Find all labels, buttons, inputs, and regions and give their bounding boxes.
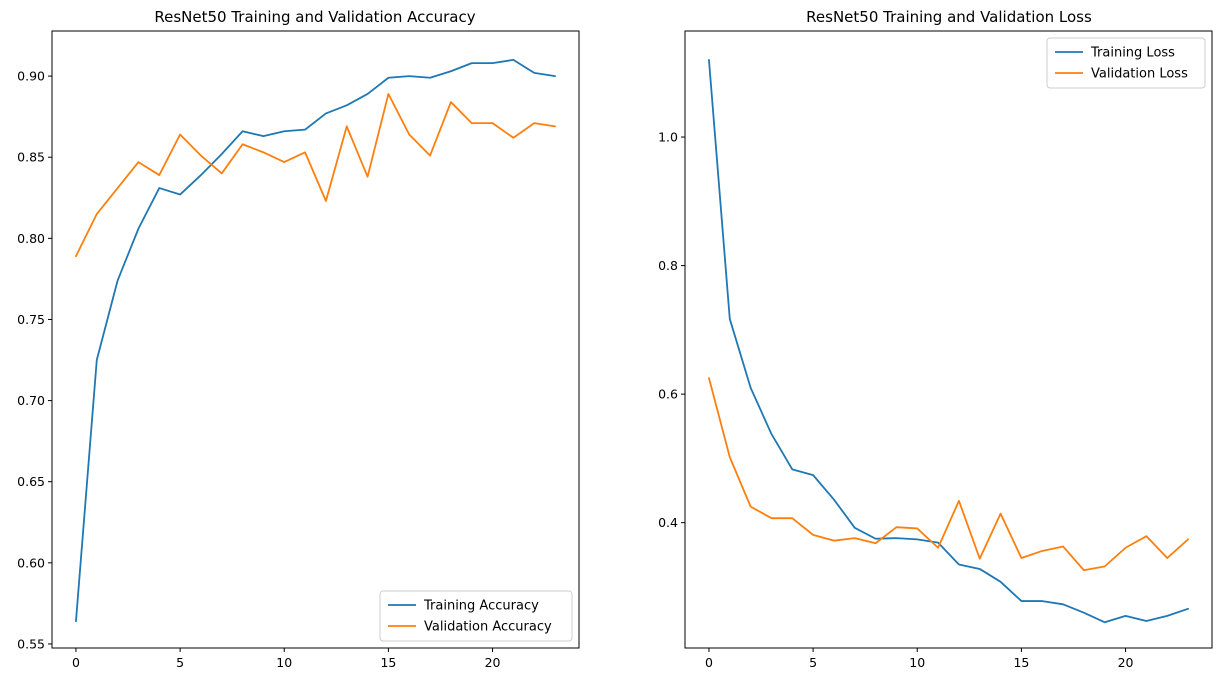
accuracy-x-tick-label: 10 (276, 655, 292, 670)
loss-chart: ResNet50 Training and Validation Loss 0 5… (658, 8, 1213, 670)
loss-x-tick-label: 0 (705, 655, 713, 670)
loss-chart-title: ResNet50 Training and Validation Loss (806, 8, 1092, 26)
accuracy-y-tick-label: 0.75 (17, 312, 45, 327)
accuracy-ticks: 0 5 10 15 20 0.55 0.60 0.65 0.70 0.75 0.80 0.85 0.90 (17, 69, 500, 670)
accuracy-series-line-1 (75, 93, 556, 258)
loss-lines (708, 59, 1189, 624)
loss-y-tick-label: 1.0 (658, 130, 678, 145)
accuracy-x-tick-label: 0 (72, 655, 80, 670)
loss-legend-box (1046, 37, 1206, 89)
accuracy-y-tick-label: 0.80 (17, 231, 45, 246)
loss-y-tick-label: 0.4 (658, 515, 678, 530)
accuracy-chart: ResNet50 Training and Validation Accurac… (17, 8, 580, 670)
accuracy-x-tick-label: 20 (485, 655, 501, 670)
accuracy-lines (75, 58, 556, 623)
accuracy-y-tick-label: 0.85 (17, 150, 45, 165)
accuracy-series-line-0 (75, 58, 556, 623)
accuracy-chart-title: ResNet50 Training and Validation Accurac… (154, 8, 475, 26)
loss-series-line-1 (708, 377, 1189, 572)
accuracy-legend-label: Validation Accuracy (424, 620, 552, 635)
accuracy-x-tick-label: 15 (380, 655, 396, 670)
accuracy-legend-box (379, 590, 573, 642)
loss-y-tick-label: 0.6 (658, 387, 678, 402)
loss-x-tick-label: 15 (1013, 655, 1029, 670)
loss-legend-label: Training Loss (1090, 46, 1175, 61)
accuracy-y-tick-label: 0.90 (17, 69, 45, 84)
loss-ticks: 0 5 10 15 20 0.4 0.6 0.8 1.0 (658, 130, 1133, 670)
loss-legend-label: Validation Loss (1091, 67, 1188, 82)
loss-legend: Training Loss Validation Loss (1046, 37, 1206, 89)
accuracy-axes-frame (51, 30, 580, 649)
loss-x-tick-label: 5 (809, 655, 817, 670)
accuracy-legend: Training Accuracy Validation Accuracy (379, 590, 573, 642)
loss-y-tick-label: 0.8 (658, 258, 678, 273)
loss-x-tick-label: 20 (1118, 655, 1134, 670)
accuracy-x-tick-label: 5 (176, 655, 184, 670)
accuracy-y-tick-label: 0.65 (17, 474, 45, 489)
accuracy-legend-label: Training Accuracy (423, 599, 539, 614)
loss-series-line-0 (708, 59, 1189, 624)
loss-x-tick-label: 10 (909, 655, 925, 670)
accuracy-y-tick-label: 0.55 (17, 636, 45, 651)
accuracy-y-tick-label: 0.70 (17, 393, 45, 408)
accuracy-y-tick-label: 0.60 (17, 555, 45, 570)
loss-axes-frame (684, 30, 1213, 649)
